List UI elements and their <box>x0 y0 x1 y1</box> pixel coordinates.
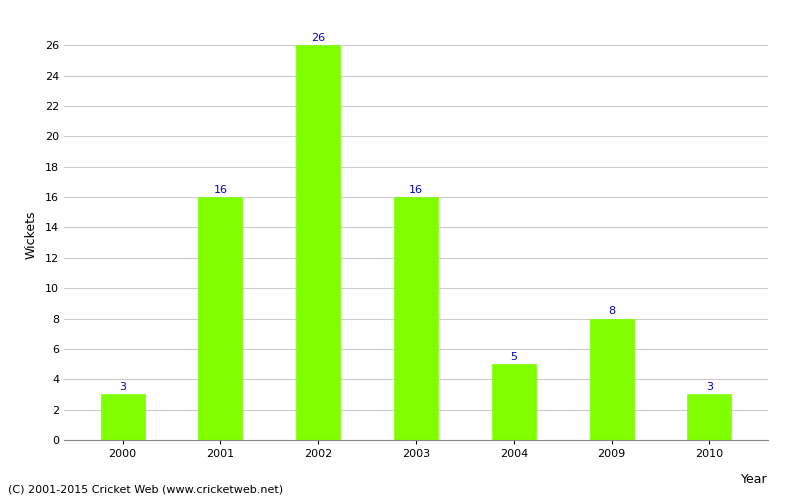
Bar <box>198 197 242 440</box>
Text: 16: 16 <box>214 185 227 195</box>
Y-axis label: Wickets: Wickets <box>25 211 38 259</box>
Text: (C) 2001-2015 Cricket Web (www.cricketweb.net): (C) 2001-2015 Cricket Web (www.cricketwe… <box>8 485 283 495</box>
Text: 5: 5 <box>510 352 518 362</box>
Text: 26: 26 <box>311 33 326 43</box>
Bar <box>687 394 731 440</box>
Bar <box>590 318 634 440</box>
Text: 3: 3 <box>706 382 713 392</box>
Bar <box>101 394 145 440</box>
Text: 3: 3 <box>119 382 126 392</box>
Text: Year: Year <box>742 473 768 486</box>
Bar <box>394 197 438 440</box>
Text: 16: 16 <box>409 185 423 195</box>
Bar <box>296 45 340 440</box>
Bar <box>492 364 536 440</box>
Text: 8: 8 <box>608 306 615 316</box>
